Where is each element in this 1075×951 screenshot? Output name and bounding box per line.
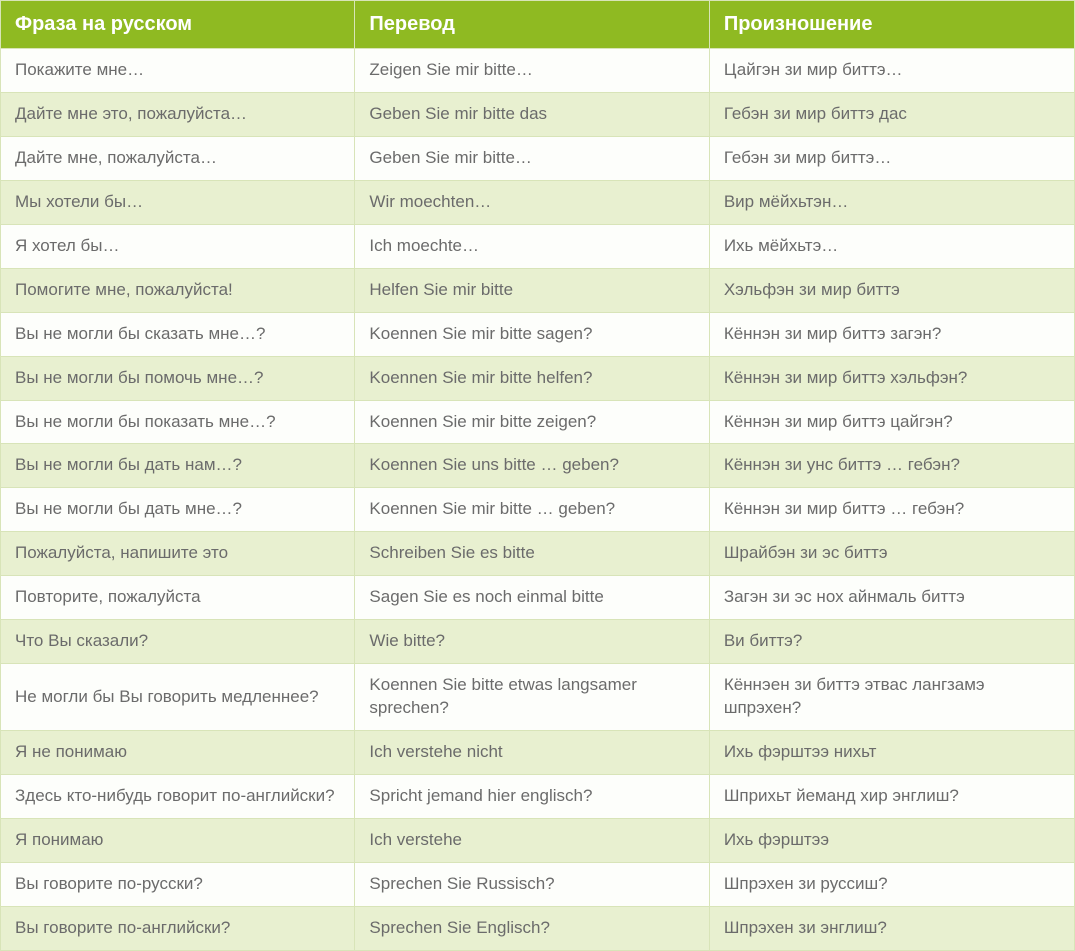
table-cell: Ихь мёйхьтэ… [709, 224, 1074, 268]
table-cell: Цайгэн зи мир биттэ… [709, 49, 1074, 93]
table-cell: Sprechen Sie Russisch? [355, 862, 709, 906]
table-cell: Helfen Sie mir bitte [355, 268, 709, 312]
table-cell: Sprechen Sie Englisch? [355, 906, 709, 950]
table-cell: Koennen Sie mir bitte sagen? [355, 312, 709, 356]
table-cell: Вы не могли бы показать мне…? [1, 400, 355, 444]
table-cell: Шпрэхен зи руссиш? [709, 862, 1074, 906]
table-row: Пожалуйста, напишите этоSchreiben Sie es… [1, 532, 1075, 576]
table-cell: Хэльфэн зи мир биттэ [709, 268, 1074, 312]
table-cell: Пожалуйста, напишите это [1, 532, 355, 576]
table-cell: Шпрэхен зи энглиш? [709, 906, 1074, 950]
table-cell: Кённэн зи мир биттэ загэн? [709, 312, 1074, 356]
table-row: Вы говорите по-английски?Sprechen Sie En… [1, 906, 1075, 950]
table-row: Вы говорите по-русски?Sprechen Sie Russi… [1, 862, 1075, 906]
table-cell: Здесь кто-нибудь говорит по-английски? [1, 774, 355, 818]
table-cell: Я не понимаю [1, 731, 355, 775]
table-cell: Что Вы сказали? [1, 620, 355, 664]
table-row: Вы не могли бы сказать мне…?Koennen Sie … [1, 312, 1075, 356]
table-row: Я хотел бы…Ich moechte…Ихь мёйхьтэ… [1, 224, 1075, 268]
table-cell: Вы говорите по-русски? [1, 862, 355, 906]
table-cell: Кённэн зи мир биттэ цайгэн? [709, 400, 1074, 444]
table-row: Покажите мне… Zeigen Sie mir bitte…Цайгэ… [1, 49, 1075, 93]
table-cell: Кённэн зи мир биттэ … гебэн? [709, 488, 1074, 532]
table-cell: Ви биттэ? [709, 620, 1074, 664]
table-cell: Я понимаю [1, 818, 355, 862]
table-cell: Шрайбэн зи эс биттэ [709, 532, 1074, 576]
table-row: Что Вы сказали?Wie bitte?Ви биттэ? [1, 620, 1075, 664]
table-cell: Вир мёйхьтэн… [709, 180, 1074, 224]
table-cell: Вы говорите по-английски? [1, 906, 355, 950]
col-header-russian: Фраза на русском [1, 1, 355, 49]
table-row: Вы не могли бы помочь мне…?Koennen Sie m… [1, 356, 1075, 400]
table-row: Повторите, пожалуйстаSagen Sie es noch e… [1, 576, 1075, 620]
table-row: Вы не могли бы дать нам…?Koennen Sie uns… [1, 444, 1075, 488]
table-cell: Помогите мне, пожалуйста! [1, 268, 355, 312]
table-cell: Spricht jemand hier englisch? [355, 774, 709, 818]
table-cell: Geben Sie mir bitte das [355, 92, 709, 136]
table-cell: Повторите, пожалуйста [1, 576, 355, 620]
table-cell: Гебэн зи мир биттэ дас [709, 92, 1074, 136]
table-cell: Кённэен зи биттэ этвас лангзамэ шпрэхен? [709, 664, 1074, 731]
table-row: Вы не могли бы показать мне…?Koennen Sie… [1, 400, 1075, 444]
table-cell: Дайте мне это, пожалуйста… [1, 92, 355, 136]
table-cell: Zeigen Sie mir bitte… [355, 49, 709, 93]
table-body: Покажите мне… Zeigen Sie mir bitte…Цайгэ… [1, 49, 1075, 951]
table-cell: Вы не могли бы дать нам…? [1, 444, 355, 488]
table-header-row: Фраза на русском Перевод Произношение [1, 1, 1075, 49]
table-cell: Вы не могли бы дать мне…? [1, 488, 355, 532]
col-header-translation: Перевод [355, 1, 709, 49]
table-row: Дайте мне это, пожалуйста…Geben Sie mir … [1, 92, 1075, 136]
table-cell: Koennen Sie uns bitte … geben? [355, 444, 709, 488]
table-row: Не могли бы Вы говорить медленнее?Koenne… [1, 664, 1075, 731]
table-cell: Вы не могли бы сказать мне…? [1, 312, 355, 356]
table-cell: Шприхьт йеманд хир энглиш? [709, 774, 1074, 818]
table-cell: Ich verstehe nicht [355, 731, 709, 775]
table-row: Я понимаюIch versteheИхь фэрштээ [1, 818, 1075, 862]
table-cell: Кённэн зи унс биттэ … гебэн? [709, 444, 1074, 488]
table-row: Мы хотели бы…Wir moechten…Вир мёйхьтэн… [1, 180, 1075, 224]
table-cell: Загэн зи эс нох айнмаль биттэ [709, 576, 1074, 620]
col-header-pronunciation: Произношение [709, 1, 1074, 49]
table-cell: Sagen Sie es noch einmal bitte [355, 576, 709, 620]
table-cell: Koennen Sie mir bitte … geben? [355, 488, 709, 532]
table-cell: Ихь фэрштээ нихьт [709, 731, 1074, 775]
table-cell: Я хотел бы… [1, 224, 355, 268]
table-cell: Ich verstehe [355, 818, 709, 862]
table-cell: Geben Sie mir bitte… [355, 136, 709, 180]
table-row: Здесь кто-нибудь говорит по-английски?Sp… [1, 774, 1075, 818]
phrase-table: Фраза на русском Перевод Произношение По… [0, 0, 1075, 951]
table-row: Помогите мне, пожалуйста!Helfen Sie mir … [1, 268, 1075, 312]
table-cell: Дайте мне, пожалуйста… [1, 136, 355, 180]
table-cell: Wie bitte? [355, 620, 709, 664]
table-cell: Schreiben Sie es bitte [355, 532, 709, 576]
table-cell: Гебэн зи мир биттэ… [709, 136, 1074, 180]
table-cell: Кённэн зи мир биттэ хэльфэн? [709, 356, 1074, 400]
table-cell: Wir moechten… [355, 180, 709, 224]
table-cell: Koennen Sie mir bitte zeigen? [355, 400, 709, 444]
table-cell: Ихь фэрштээ [709, 818, 1074, 862]
table-cell: Не могли бы Вы говорить медленнее? [1, 664, 355, 731]
table-cell: Koennen Sie bitte etwas langsamer sprech… [355, 664, 709, 731]
table-cell: Покажите мне… [1, 49, 355, 93]
table-row: Я не понимаюIch verstehe nichtИхь фэрштэ… [1, 731, 1075, 775]
table-cell: Вы не могли бы помочь мне…? [1, 356, 355, 400]
table-cell: Ich moechte… [355, 224, 709, 268]
table-cell: Мы хотели бы… [1, 180, 355, 224]
table-row: Вы не могли бы дать мне…?Koennen Sie mir… [1, 488, 1075, 532]
table-row: Дайте мне, пожалуйста…Geben Sie mir bitt… [1, 136, 1075, 180]
table-cell: Koennen Sie mir bitte helfen? [355, 356, 709, 400]
